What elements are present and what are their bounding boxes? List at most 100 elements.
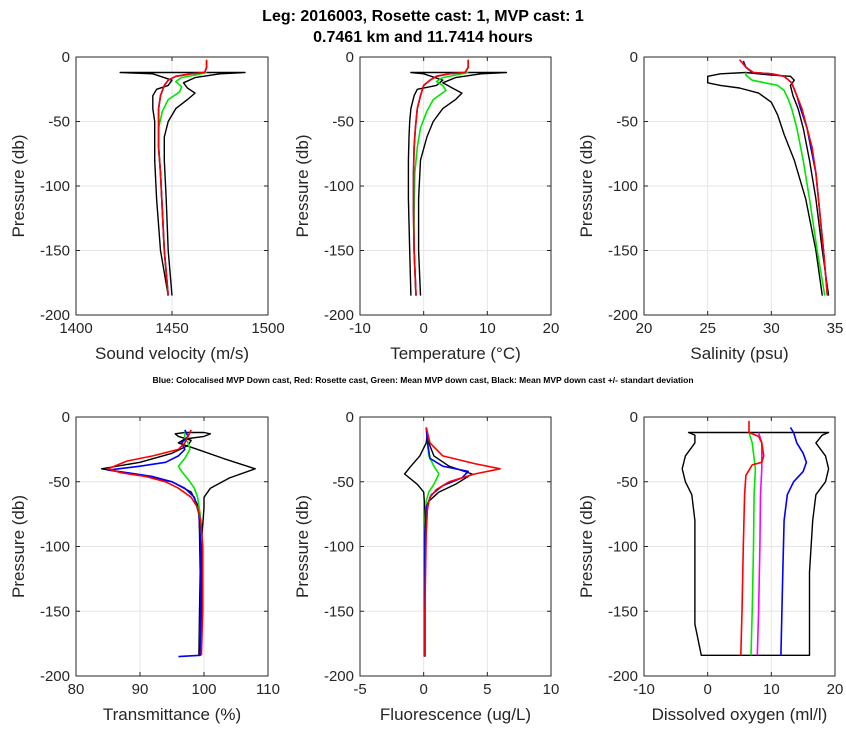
x-tick-label: 20	[543, 320, 560, 337]
y-axis-label: Pressure (db)	[293, 495, 312, 598]
x-tick-label: 0	[419, 681, 427, 698]
series-line-magenta	[756, 432, 763, 656]
y-tick-label: -200	[608, 668, 638, 685]
y-tick-label: 0	[630, 409, 638, 426]
series-line-black	[707, 71, 823, 296]
y-tick-label: -200	[324, 307, 354, 324]
series-line-green	[177, 432, 202, 656]
y-tick-label: -50	[48, 474, 70, 491]
series-line-black	[417, 71, 508, 296]
y-tick-label: -150	[608, 243, 638, 260]
x-tick-label: 25	[699, 320, 716, 337]
x-axis-label: Dissolved oxygen (ml/l)	[652, 705, 828, 724]
figure-title-line-1: Leg: 2016003, Rosette cast: 1, MVP cast:…	[262, 8, 584, 25]
series-line-black	[681, 431, 830, 656]
x-tick-label: 20	[636, 320, 653, 337]
series-line-red	[424, 427, 501, 657]
series-line-green	[748, 432, 757, 656]
figure-title: Leg: 2016003, Rosette cast: 1, MVP cast:…	[0, 6, 846, 48]
series-line-blue	[412, 60, 470, 296]
y-tick-label: -150	[40, 603, 70, 620]
y-tick-label: -200	[40, 668, 70, 685]
y-tick-label: -100	[40, 178, 70, 195]
x-axis-label: Sound velocity (m/s)	[95, 344, 249, 363]
series-line-green	[413, 71, 469, 296]
x-tick-label: 35	[827, 320, 844, 337]
chart-panel-1: 1400 1450 1500 -200 -150 -100 -50 0 Sound veloci…	[9, 49, 285, 363]
y-tick-label: -150	[324, 603, 354, 620]
y-tick-label: 0	[630, 49, 638, 66]
chart-panel-3: 20 25 30 35 -200 -150 -100 -50 0 Salinity (psu) Pr…	[577, 49, 843, 363]
y-axis-label: Pressure (db)	[577, 135, 596, 238]
y-tick-label: -50	[332, 474, 354, 491]
figure-title-line-2: 0.7461 km and 11.7414 hours	[313, 29, 533, 46]
x-tick-label: 80	[68, 681, 85, 698]
x-tick-label: 1450	[155, 320, 188, 337]
series-line-black	[745, 71, 830, 296]
series-line-black	[163, 71, 246, 296]
x-tick-label: 30	[763, 320, 780, 337]
y-tick-label: -200	[608, 307, 638, 324]
series-line-black	[424, 432, 473, 657]
x-axis-label: Salinity (psu)	[690, 344, 788, 363]
y-tick-label: -100	[40, 539, 70, 556]
legend-note: Blue: Colocalised MVP Down cast, Red: Ro…	[152, 375, 694, 385]
series-line-red	[157, 59, 208, 296]
series-line-blue	[424, 427, 470, 657]
y-tick-label: -100	[608, 178, 638, 195]
y-tick-label: -50	[332, 114, 354, 131]
series-line-red	[738, 59, 829, 296]
x-axis-label: Fluorescence (ug/L)	[380, 705, 531, 724]
y-axis-label: Pressure (db)	[9, 495, 28, 598]
x-tick-label: 1500	[251, 320, 284, 337]
x-tick-label: 0	[419, 320, 427, 337]
series-line-black	[177, 431, 256, 656]
x-tick-label: 10	[479, 320, 496, 337]
x-axis-label: Temperature (°C)	[390, 344, 521, 363]
x-tick-label: 110	[256, 681, 280, 698]
series-line-black	[407, 71, 469, 296]
y-tick-label: -100	[324, 539, 354, 556]
x-tick-label: 100	[191, 681, 216, 698]
y-tick-label: -150	[324, 243, 354, 260]
y-tick-label: 0	[62, 49, 70, 66]
series-line-red	[412, 59, 470, 296]
y-tick-label: -200	[324, 668, 354, 685]
y-tick-label: 0	[62, 409, 70, 426]
chart-panel-4: 80 90 100 110 -200 -150 -100 -50 0 Transmittance …	[9, 409, 280, 724]
x-tick-label: 20	[827, 681, 844, 698]
x-tick-label: -10	[633, 681, 655, 698]
y-tick-label: -150	[608, 603, 638, 620]
series-line-black	[119, 71, 207, 296]
y-tick-label: -50	[616, 114, 638, 131]
y-tick-label: -200	[40, 307, 70, 324]
x-tick-label: 1400	[59, 320, 92, 337]
series-line-red	[107, 429, 204, 656]
y-tick-label: -50	[616, 474, 638, 491]
y-axis-label: Pressure (db)	[577, 495, 596, 598]
x-tick-label: -5	[353, 681, 366, 698]
series-line-blue	[780, 426, 808, 656]
x-tick-label: 5	[483, 681, 491, 698]
y-axis-label: Pressure (db)	[9, 135, 28, 238]
y-tick-label: -100	[608, 539, 638, 556]
y-tick-label: 0	[346, 49, 354, 66]
x-tick-label: 10	[763, 681, 780, 698]
x-tick-label: 90	[132, 681, 149, 698]
y-tick-label: -150	[40, 243, 70, 260]
y-tick-label: -100	[324, 178, 354, 195]
series-line-green	[745, 72, 826, 296]
y-axis-label: Pressure (db)	[293, 135, 312, 238]
series-line-green	[424, 432, 440, 657]
y-tick-label: -50	[48, 114, 70, 131]
x-axis-label: Transmittance (%)	[103, 705, 241, 724]
series-line-blue	[742, 60, 829, 296]
series-line-red	[740, 420, 765, 656]
series-line-blue	[107, 429, 202, 658]
x-tick-label: -10	[349, 320, 371, 337]
x-tick-label: 0	[703, 681, 711, 698]
